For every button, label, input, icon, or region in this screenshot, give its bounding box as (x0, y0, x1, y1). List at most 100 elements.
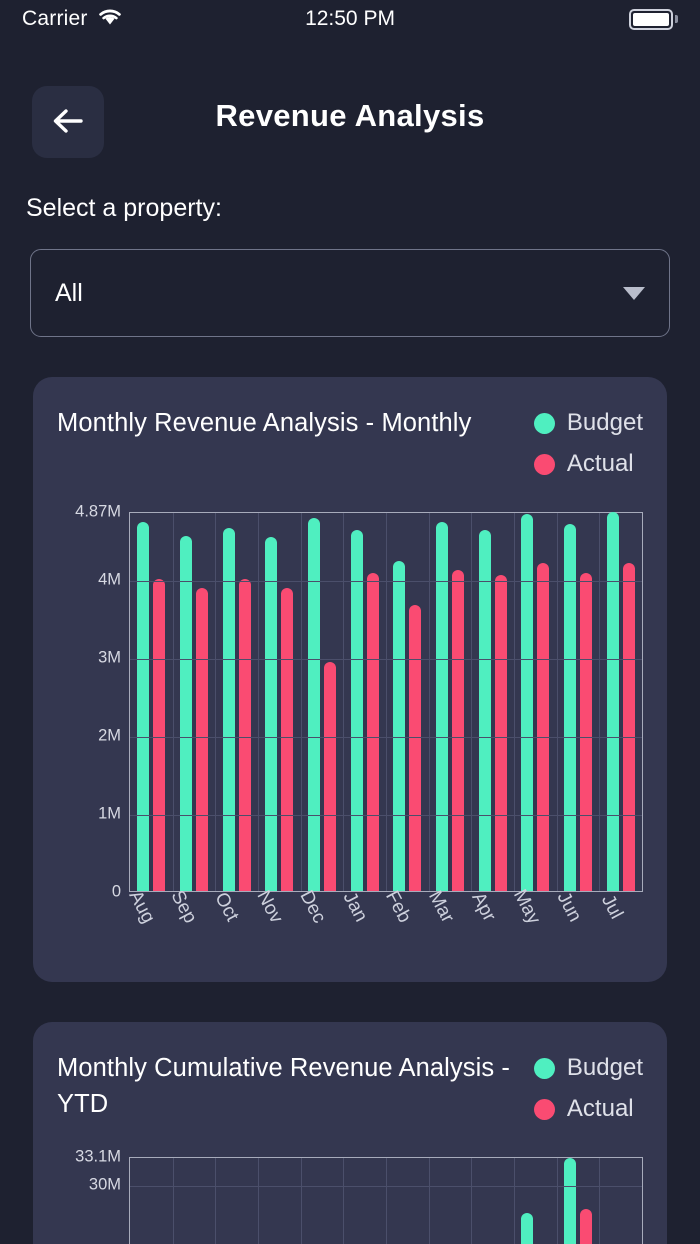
property-select-value: All (55, 278, 83, 307)
bar-actual-jun[interactable] (580, 1208, 593, 1244)
bar-series-container (130, 1157, 642, 1244)
y-axis-tick: 0 (111, 882, 121, 901)
bar-group (130, 1158, 173, 1244)
y-axis-tick: 33.1M (75, 1147, 121, 1166)
gridline-vertical (300, 1158, 302, 1244)
card-header: Monthly Cumulative Revenue Analysis - YT… (57, 1050, 643, 1123)
bar-budget-jan[interactable] (350, 529, 363, 891)
bar-group (514, 1158, 557, 1244)
bar-group (599, 1158, 642, 1244)
arrow-left-icon (49, 106, 87, 139)
legend-item-budget: Budget (533, 409, 643, 437)
chart-title: Monthly Cumulative Revenue Analysis - YT… (57, 1054, 510, 1119)
carrier-label: Carrier (22, 7, 88, 30)
gridline-vertical (599, 513, 601, 891)
y-axis-tick: 3M (98, 648, 121, 667)
battery-tip-icon (675, 15, 679, 23)
gridline-vertical (428, 1158, 430, 1244)
bar-group (386, 513, 429, 891)
bar-group (557, 513, 600, 891)
bar-actual-apr[interactable] (494, 574, 507, 891)
y-axis-tick: 4.87M (75, 502, 121, 521)
chart-legend: Budget Actual (533, 405, 643, 478)
bar-group (429, 1158, 472, 1244)
bar-actual-aug[interactable] (153, 578, 166, 891)
back-button[interactable] (32, 86, 104, 158)
bar-group (343, 513, 386, 891)
bar-actual-feb[interactable] (409, 604, 422, 891)
bar-actual-jun[interactable] (580, 573, 593, 891)
gridline-vertical (556, 1158, 558, 1244)
gridline-vertical (258, 1158, 259, 1244)
bar-budget-sep[interactable] (180, 535, 192, 891)
bar-budget-jul[interactable] (606, 511, 619, 891)
bar-budget-dec[interactable] (308, 518, 321, 891)
bar-actual-may[interactable] (537, 563, 550, 891)
gridline-vertical (556, 513, 558, 891)
gridline-vertical (343, 513, 345, 891)
bar-actual-nov[interactable] (281, 588, 294, 891)
bar-group (173, 513, 216, 891)
bar-group (599, 511, 642, 891)
bar-group (471, 513, 514, 891)
bar-group (343, 1158, 386, 1244)
gridline-vertical (386, 1158, 387, 1244)
bar-actual-jul[interactable] (622, 562, 635, 891)
y-axis-tick: 2M (98, 726, 121, 745)
bar-group (514, 513, 557, 891)
clock-label: 12:50 PM (305, 7, 395, 30)
bar-budget-nov[interactable] (265, 536, 278, 891)
y-axis-tick: 1M (98, 804, 121, 823)
gridline-vertical (258, 513, 259, 891)
card-monthly-revenue: Monthly Revenue Analysis - Monthly Budge… (33, 377, 667, 982)
gridline-vertical (386, 513, 387, 891)
bar-budget-may[interactable] (521, 514, 534, 891)
gridline-vertical (172, 513, 174, 891)
chart-legend: Budget Actual (533, 1050, 643, 1123)
property-select[interactable]: All (30, 249, 670, 337)
chevron-down-icon (623, 286, 645, 300)
bar-budget-feb[interactable] (393, 560, 406, 891)
bar-actual-mar[interactable] (452, 569, 465, 891)
legend-dot-budget (533, 1057, 555, 1079)
gridline-vertical (599, 1158, 601, 1244)
legend-label-actual: Actual (566, 450, 634, 477)
bar-actual-oct[interactable] (238, 578, 251, 891)
bar-budget-jun[interactable] (564, 1157, 577, 1244)
legend-item-budget: Budget (533, 1054, 643, 1082)
bar-series-container (130, 511, 642, 891)
gridline-vertical (428, 513, 430, 891)
gridline-vertical (471, 513, 473, 891)
bar-budget-aug[interactable] (137, 521, 150, 891)
y-axis-labels: 30M 33.1M (57, 1148, 129, 1244)
bar-budget-mar[interactable] (436, 521, 449, 891)
property-selector-label: Select a property: (26, 194, 222, 222)
page-title: Revenue Analysis (215, 98, 485, 133)
bar-budget-may[interactable] (521, 1213, 534, 1244)
plot-area (129, 511, 643, 892)
bar-budget-oct[interactable] (222, 528, 235, 891)
bar-actual-sep[interactable] (196, 588, 208, 891)
legend-dot-budget (533, 412, 555, 434)
legend-label-budget: Budget (566, 1054, 643, 1081)
bar-budget-jun[interactable] (564, 524, 577, 891)
bar-actual-dec[interactable] (324, 662, 337, 891)
bar-group (258, 1158, 301, 1244)
legend-item-actual: Actual (533, 1095, 643, 1123)
bar-group (429, 513, 472, 891)
app-header: Revenue Analysis (0, 38, 700, 158)
card-header: Monthly Revenue Analysis - Monthly Budge… (57, 405, 643, 478)
bar-group (130, 513, 173, 891)
bar-budget-apr[interactable] (478, 529, 491, 891)
bar-group (173, 1158, 216, 1244)
legend-label-actual: Actual (566, 1095, 634, 1122)
status-bar-left: Carrier (22, 7, 305, 31)
gridline-vertical (514, 1158, 515, 1244)
monthly-revenue-chart: 0 1M 2M 3M 4M 4.87M Aug Sep Oct Nov Dec Jan Feb Mar A… (57, 503, 643, 964)
bar-group (301, 1158, 344, 1244)
chart-title: Monthly Revenue Analysis - Monthly (57, 409, 472, 437)
bar-actual-jan[interactable] (366, 573, 379, 891)
gridline-vertical (514, 513, 515, 891)
gridline-vertical (343, 1158, 345, 1244)
